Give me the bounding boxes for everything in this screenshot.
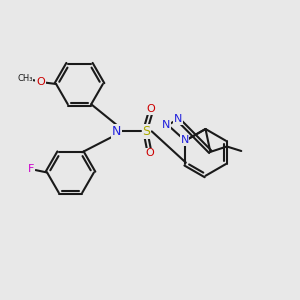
- Text: O: O: [145, 148, 154, 158]
- Text: F: F: [28, 164, 35, 174]
- Text: N: N: [162, 120, 170, 130]
- Text: N: N: [174, 114, 182, 124]
- Text: S: S: [142, 125, 150, 138]
- Text: O: O: [36, 76, 45, 87]
- Text: O: O: [146, 104, 155, 115]
- Text: N: N: [180, 135, 189, 145]
- Text: CH₃: CH₃: [17, 74, 33, 83]
- Text: N: N: [112, 125, 121, 138]
